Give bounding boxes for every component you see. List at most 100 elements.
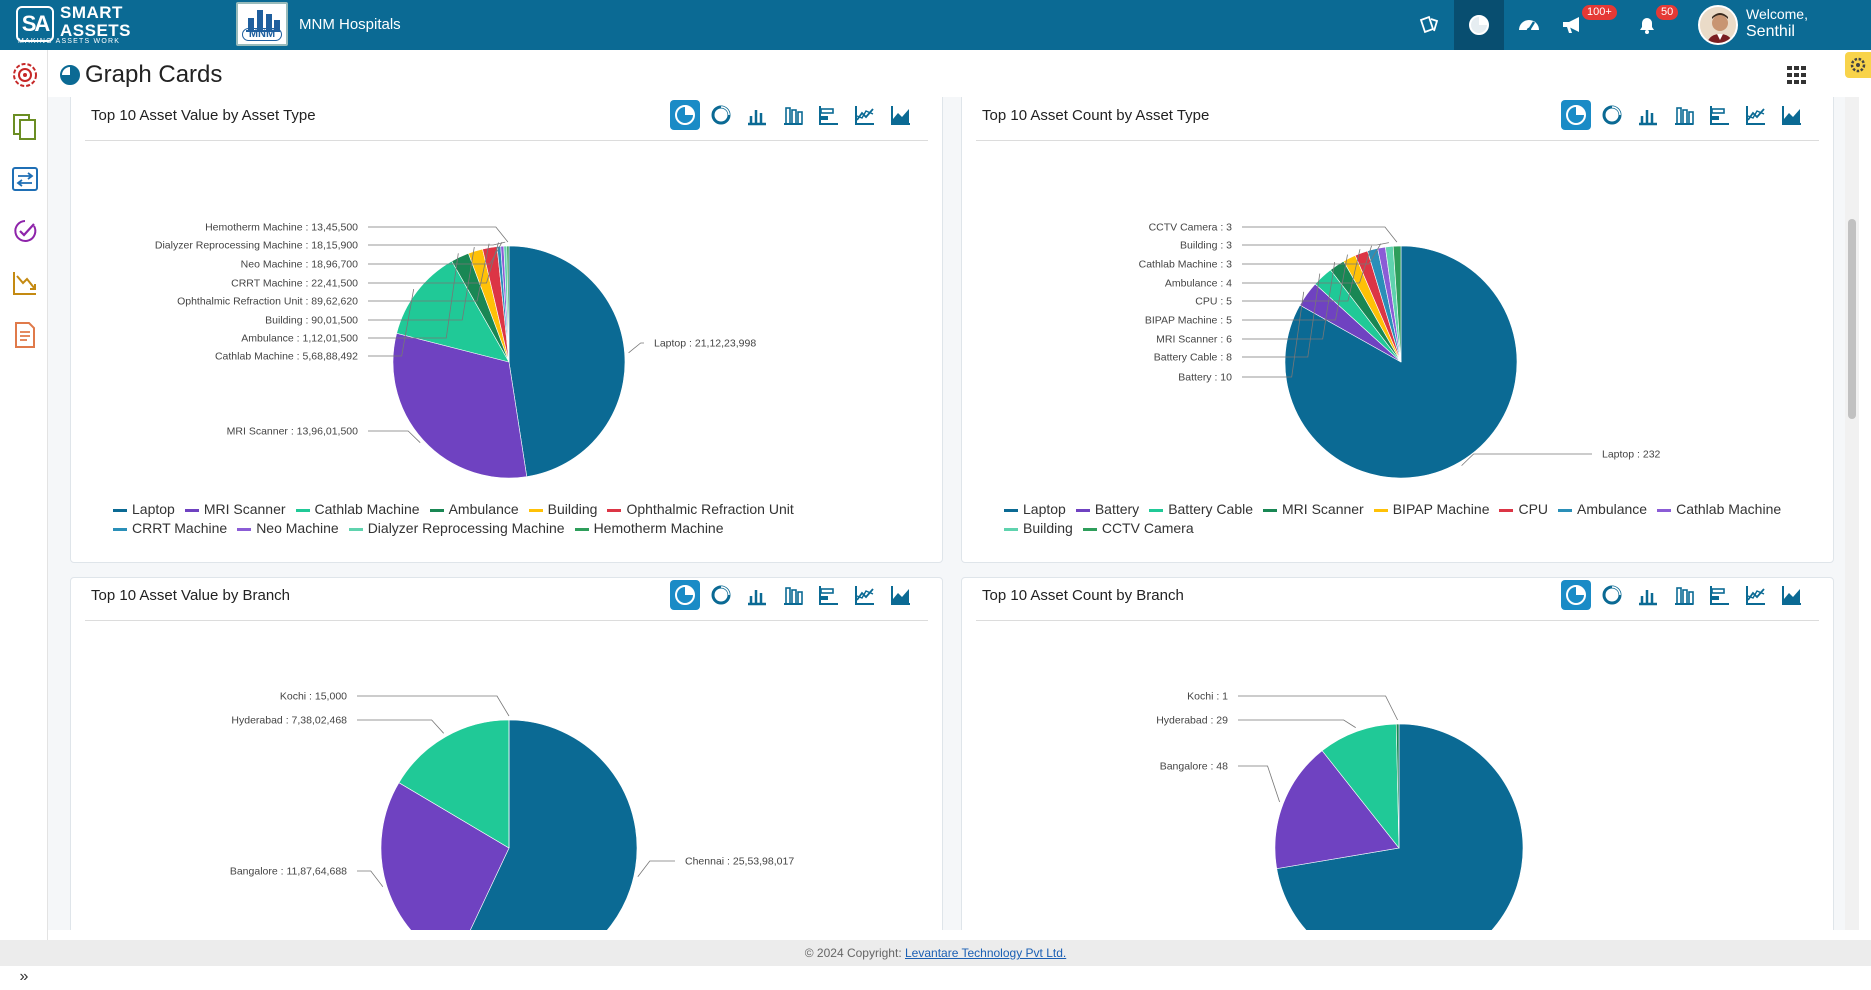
- line-chart-button[interactable]: [850, 580, 880, 610]
- legend-item[interactable]: Hemotherm Machine: [575, 519, 724, 538]
- legend-swatch: [1374, 509, 1388, 512]
- legend-item[interactable]: Building: [1004, 519, 1073, 538]
- legend-label: Laptop: [132, 501, 175, 517]
- line-chart-button[interactable]: [1741, 100, 1771, 130]
- legend-swatch: [575, 528, 589, 531]
- legend-item[interactable]: Ambulance: [430, 500, 519, 519]
- legend-swatch: [237, 528, 251, 531]
- user-avatar[interactable]: [1698, 5, 1738, 45]
- company-link[interactable]: Levantare Technology Pvt Ltd.: [905, 946, 1066, 960]
- pie-chart-button[interactable]: [1561, 580, 1591, 610]
- horizontal-bar-chart-button[interactable]: [1705, 100, 1735, 130]
- area-chart-button[interactable]: [886, 100, 916, 130]
- horizontal-bar-chart-button[interactable]: [1705, 580, 1735, 610]
- welcome-label: Welcome,: [1746, 5, 1808, 23]
- legend-label: CCTV Camera: [1102, 520, 1194, 536]
- legend-item[interactable]: MRI Scanner: [185, 500, 286, 519]
- legend-item[interactable]: Laptop: [1004, 500, 1066, 519]
- logo-line1: SMART: [60, 4, 123, 22]
- donut-chart-button[interactable]: [1597, 100, 1627, 130]
- smart-assets-logo[interactable]: SA SMART ASSETS MAKING ASSETS WORK: [16, 4, 146, 46]
- graph-cards-button[interactable]: [1454, 0, 1504, 50]
- pie-slice[interactable]: [509, 246, 625, 477]
- horizontal-bar-chart-icon: [818, 104, 840, 126]
- settings-gear-icon[interactable]: [10, 60, 40, 90]
- legend-item[interactable]: Neo Machine: [237, 519, 339, 538]
- legend-label: Neo Machine: [256, 520, 339, 536]
- top-navbar: SA SMART ASSETS MAKING ASSETS WORK MNM M…: [0, 0, 1871, 50]
- bar-chart-button[interactable]: [1633, 100, 1663, 130]
- bar-chart-button[interactable]: [742, 580, 772, 610]
- horizontal-bar-chart-button[interactable]: [814, 580, 844, 610]
- slice-label: CPU : 5: [1195, 296, 1232, 308]
- scrollbar-thumb[interactable]: [1848, 219, 1856, 419]
- donut-chart-button[interactable]: [706, 580, 736, 610]
- welcome-block[interactable]: Welcome, Senthil: [1746, 5, 1808, 41]
- area-chart-button[interactable]: [1777, 580, 1807, 610]
- label-leader-line: [638, 861, 675, 877]
- legend-swatch: [1004, 509, 1018, 512]
- legend-item[interactable]: CPU: [1499, 500, 1548, 519]
- cards-icon-button[interactable]: [1404, 0, 1454, 50]
- bar-chart-icon: [1637, 104, 1659, 126]
- dashboard-button[interactable]: [1504, 0, 1554, 50]
- legend-label: Ambulance: [1577, 501, 1647, 517]
- pie-chart-button[interactable]: [670, 580, 700, 610]
- depreciation-icon[interactable]: [10, 268, 40, 298]
- line-chart-button[interactable]: [1741, 580, 1771, 610]
- legend-item[interactable]: MRI Scanner: [1263, 500, 1364, 519]
- donut-chart-icon: [1601, 584, 1623, 606]
- reports-icon[interactable]: [10, 320, 40, 350]
- stacked-bar-chart-button[interactable]: [778, 100, 808, 130]
- label-leader-line: [629, 343, 644, 353]
- settings-panel-toggle[interactable]: [1845, 52, 1871, 78]
- donut-chart-button[interactable]: [1597, 580, 1627, 610]
- logo-tagline: MAKING ASSETS WORK: [18, 38, 120, 45]
- audit-check-icon[interactable]: [10, 216, 40, 246]
- slice-label: CRRT Machine : 22,41,500: [231, 278, 358, 290]
- donut-chart-button[interactable]: [706, 100, 736, 130]
- legend-item[interactable]: Ophthalmic Refraction Unit: [607, 500, 793, 519]
- apps-grid-icon[interactable]: [1786, 64, 1808, 86]
- pie-chart-button[interactable]: [1561, 100, 1591, 130]
- documents-icon[interactable]: [10, 112, 40, 142]
- legend-item[interactable]: CRRT Machine: [113, 519, 227, 538]
- legend-item[interactable]: Cathlab Machine: [1657, 500, 1781, 519]
- legend-swatch: [529, 509, 543, 512]
- legend-item[interactable]: Dialyzer Reprocessing Machine: [349, 519, 565, 538]
- logo-mark: SA: [16, 6, 54, 42]
- slice-label: MRI Scanner : 6: [1156, 334, 1232, 346]
- legend-item[interactable]: Cathlab Machine: [296, 500, 420, 519]
- legend-item[interactable]: Building: [529, 500, 598, 519]
- transfer-icon[interactable]: [10, 164, 40, 194]
- slice-label: Hyderabad : 29: [1156, 715, 1228, 727]
- area-chart-button[interactable]: [1777, 100, 1807, 130]
- legend-item[interactable]: Laptop: [113, 500, 175, 519]
- legend-item[interactable]: Battery Cable: [1149, 500, 1253, 519]
- stacked-bar-chart-icon: [1673, 104, 1695, 126]
- area-chart-button[interactable]: [886, 580, 916, 610]
- legend-item[interactable]: Ambulance: [1558, 500, 1647, 519]
- legend-label: CRRT Machine: [132, 520, 227, 536]
- line-chart-icon: [1745, 584, 1767, 606]
- legend-item[interactable]: Battery: [1076, 500, 1139, 519]
- legend-item[interactable]: BIPAP Machine: [1374, 500, 1490, 519]
- stacked-bar-chart-button[interactable]: [778, 580, 808, 610]
- card-divider: [85, 620, 928, 621]
- bar-chart-button[interactable]: [742, 100, 772, 130]
- stacked-bar-chart-button[interactable]: [1669, 580, 1699, 610]
- line-chart-button[interactable]: [850, 100, 880, 130]
- legend-item[interactable]: CCTV Camera: [1083, 519, 1194, 538]
- page-scrollbar[interactable]: [1845, 97, 1859, 930]
- horizontal-bar-chart-button[interactable]: [814, 100, 844, 130]
- sidebar-expand-button[interactable]: »: [0, 964, 48, 990]
- pie-chart-button[interactable]: [670, 100, 700, 130]
- megaphone-icon: [1561, 14, 1585, 36]
- slice-label: CCTV Camera : 3: [1149, 222, 1233, 234]
- stacked-bar-chart-button[interactable]: [1669, 100, 1699, 130]
- bar-chart-button[interactable]: [1633, 580, 1663, 610]
- label-leader-line: [1238, 720, 1356, 728]
- line-chart-icon: [854, 584, 876, 606]
